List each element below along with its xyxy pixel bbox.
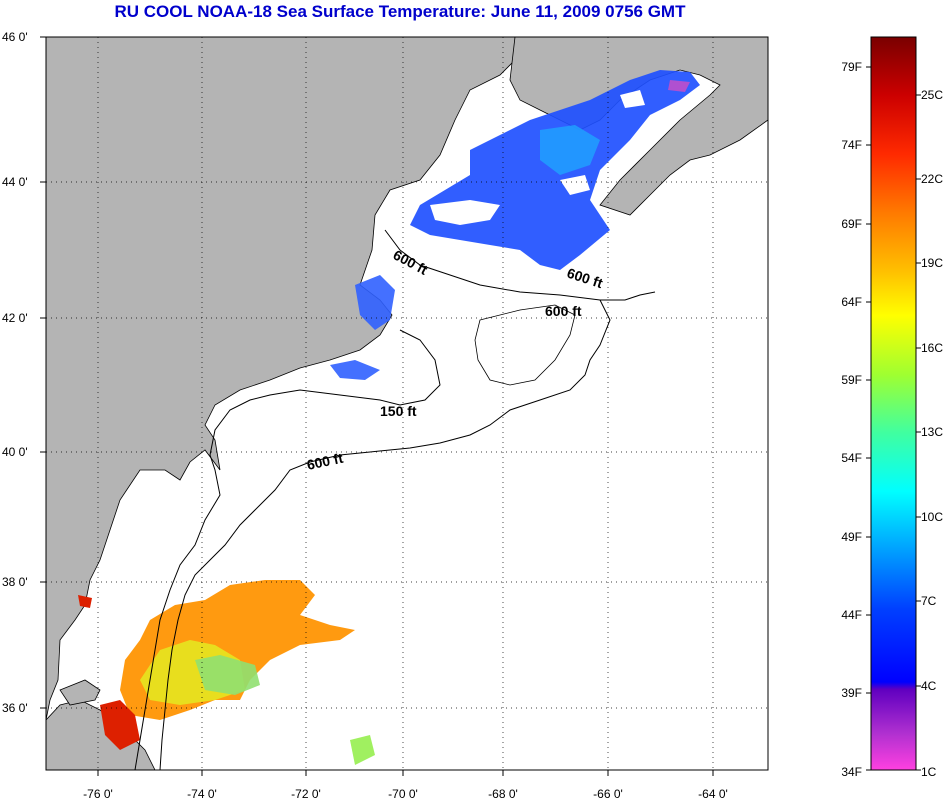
- colorbar-f-label: 79F: [841, 60, 862, 74]
- colorbar-c-label: 22C: [921, 172, 943, 186]
- colorbar-f-label: 54F: [841, 451, 862, 465]
- lon-label: -64 0': [698, 787, 728, 801]
- colorbar-c-label: 13C: [921, 425, 943, 439]
- lat-label: 38 0': [2, 575, 28, 589]
- grid-lines: [46, 37, 768, 770]
- colorbar-c-label: 16C: [921, 341, 943, 355]
- lat-label: 44 0': [2, 175, 28, 189]
- colorbar-c-label: 1C: [921, 765, 937, 779]
- tick-marks: [40, 36, 714, 776]
- colorbar-f-label: 64F: [841, 295, 862, 309]
- land-mass: [46, 37, 521, 721]
- sst-purple-spot: [668, 80, 690, 92]
- colorbar-c-label: 25C: [921, 88, 943, 102]
- lat-label: 42 0': [2, 311, 28, 325]
- sst-coastal-cold: [330, 275, 395, 380]
- lon-label: -66 0': [593, 787, 623, 801]
- colorbar-f-label: 74F: [841, 138, 862, 152]
- colorbar-c-label: 10C: [921, 510, 943, 524]
- colorbar-c-label: 19C: [921, 256, 943, 270]
- lat-label: 40 0': [2, 445, 28, 459]
- colorbar-f-label: 49F: [841, 530, 862, 544]
- plot-frame: [45, 36, 769, 771]
- colorbar-f-label: 44F: [841, 608, 862, 622]
- lon-label: -68 0': [488, 787, 518, 801]
- contour-georges-bank: [474, 304, 576, 386]
- lat-label: 46 0': [2, 30, 28, 44]
- lon-label: -70 0': [388, 787, 418, 801]
- sst-hot-spot: [78, 595, 92, 608]
- lat-label: 36 0': [2, 701, 28, 715]
- lon-label: -76 0': [83, 787, 113, 801]
- sst-cold-light-patch: [540, 125, 600, 175]
- colorbar-ticks-f: [866, 66, 871, 771]
- colorbar-ticks-c: [916, 94, 921, 771]
- colorbar-f-label: 34F: [841, 765, 862, 779]
- colorbar-c-label: 4C: [921, 679, 937, 693]
- lon-label: -72 0': [291, 787, 321, 801]
- lon-label: -74 0': [187, 787, 217, 801]
- contour-label: 150 ft: [380, 403, 417, 419]
- colorbar-f-label: 59F: [841, 373, 862, 387]
- colorbar: [870, 36, 917, 771]
- contour-label: 600 ft: [305, 450, 344, 473]
- contour-150ft: [134, 329, 441, 770]
- sst-small-patch: [350, 735, 375, 765]
- colorbar-f-label: 69F: [841, 217, 862, 231]
- contour-label: 600 ft: [545, 303, 582, 319]
- sst-cold-gaps: [430, 90, 645, 225]
- sst-hot-patch: [100, 700, 140, 750]
- map-title: RU COOL NOAA-18 Sea Surface Temperature:…: [114, 2, 686, 21]
- sst-green-patch: [195, 655, 260, 695]
- contour-600ft: [159, 229, 656, 770]
- colorbar-f-label: 39F: [841, 686, 862, 700]
- land-island: [59, 679, 101, 706]
- colorbar-c-label: 7C: [921, 594, 937, 608]
